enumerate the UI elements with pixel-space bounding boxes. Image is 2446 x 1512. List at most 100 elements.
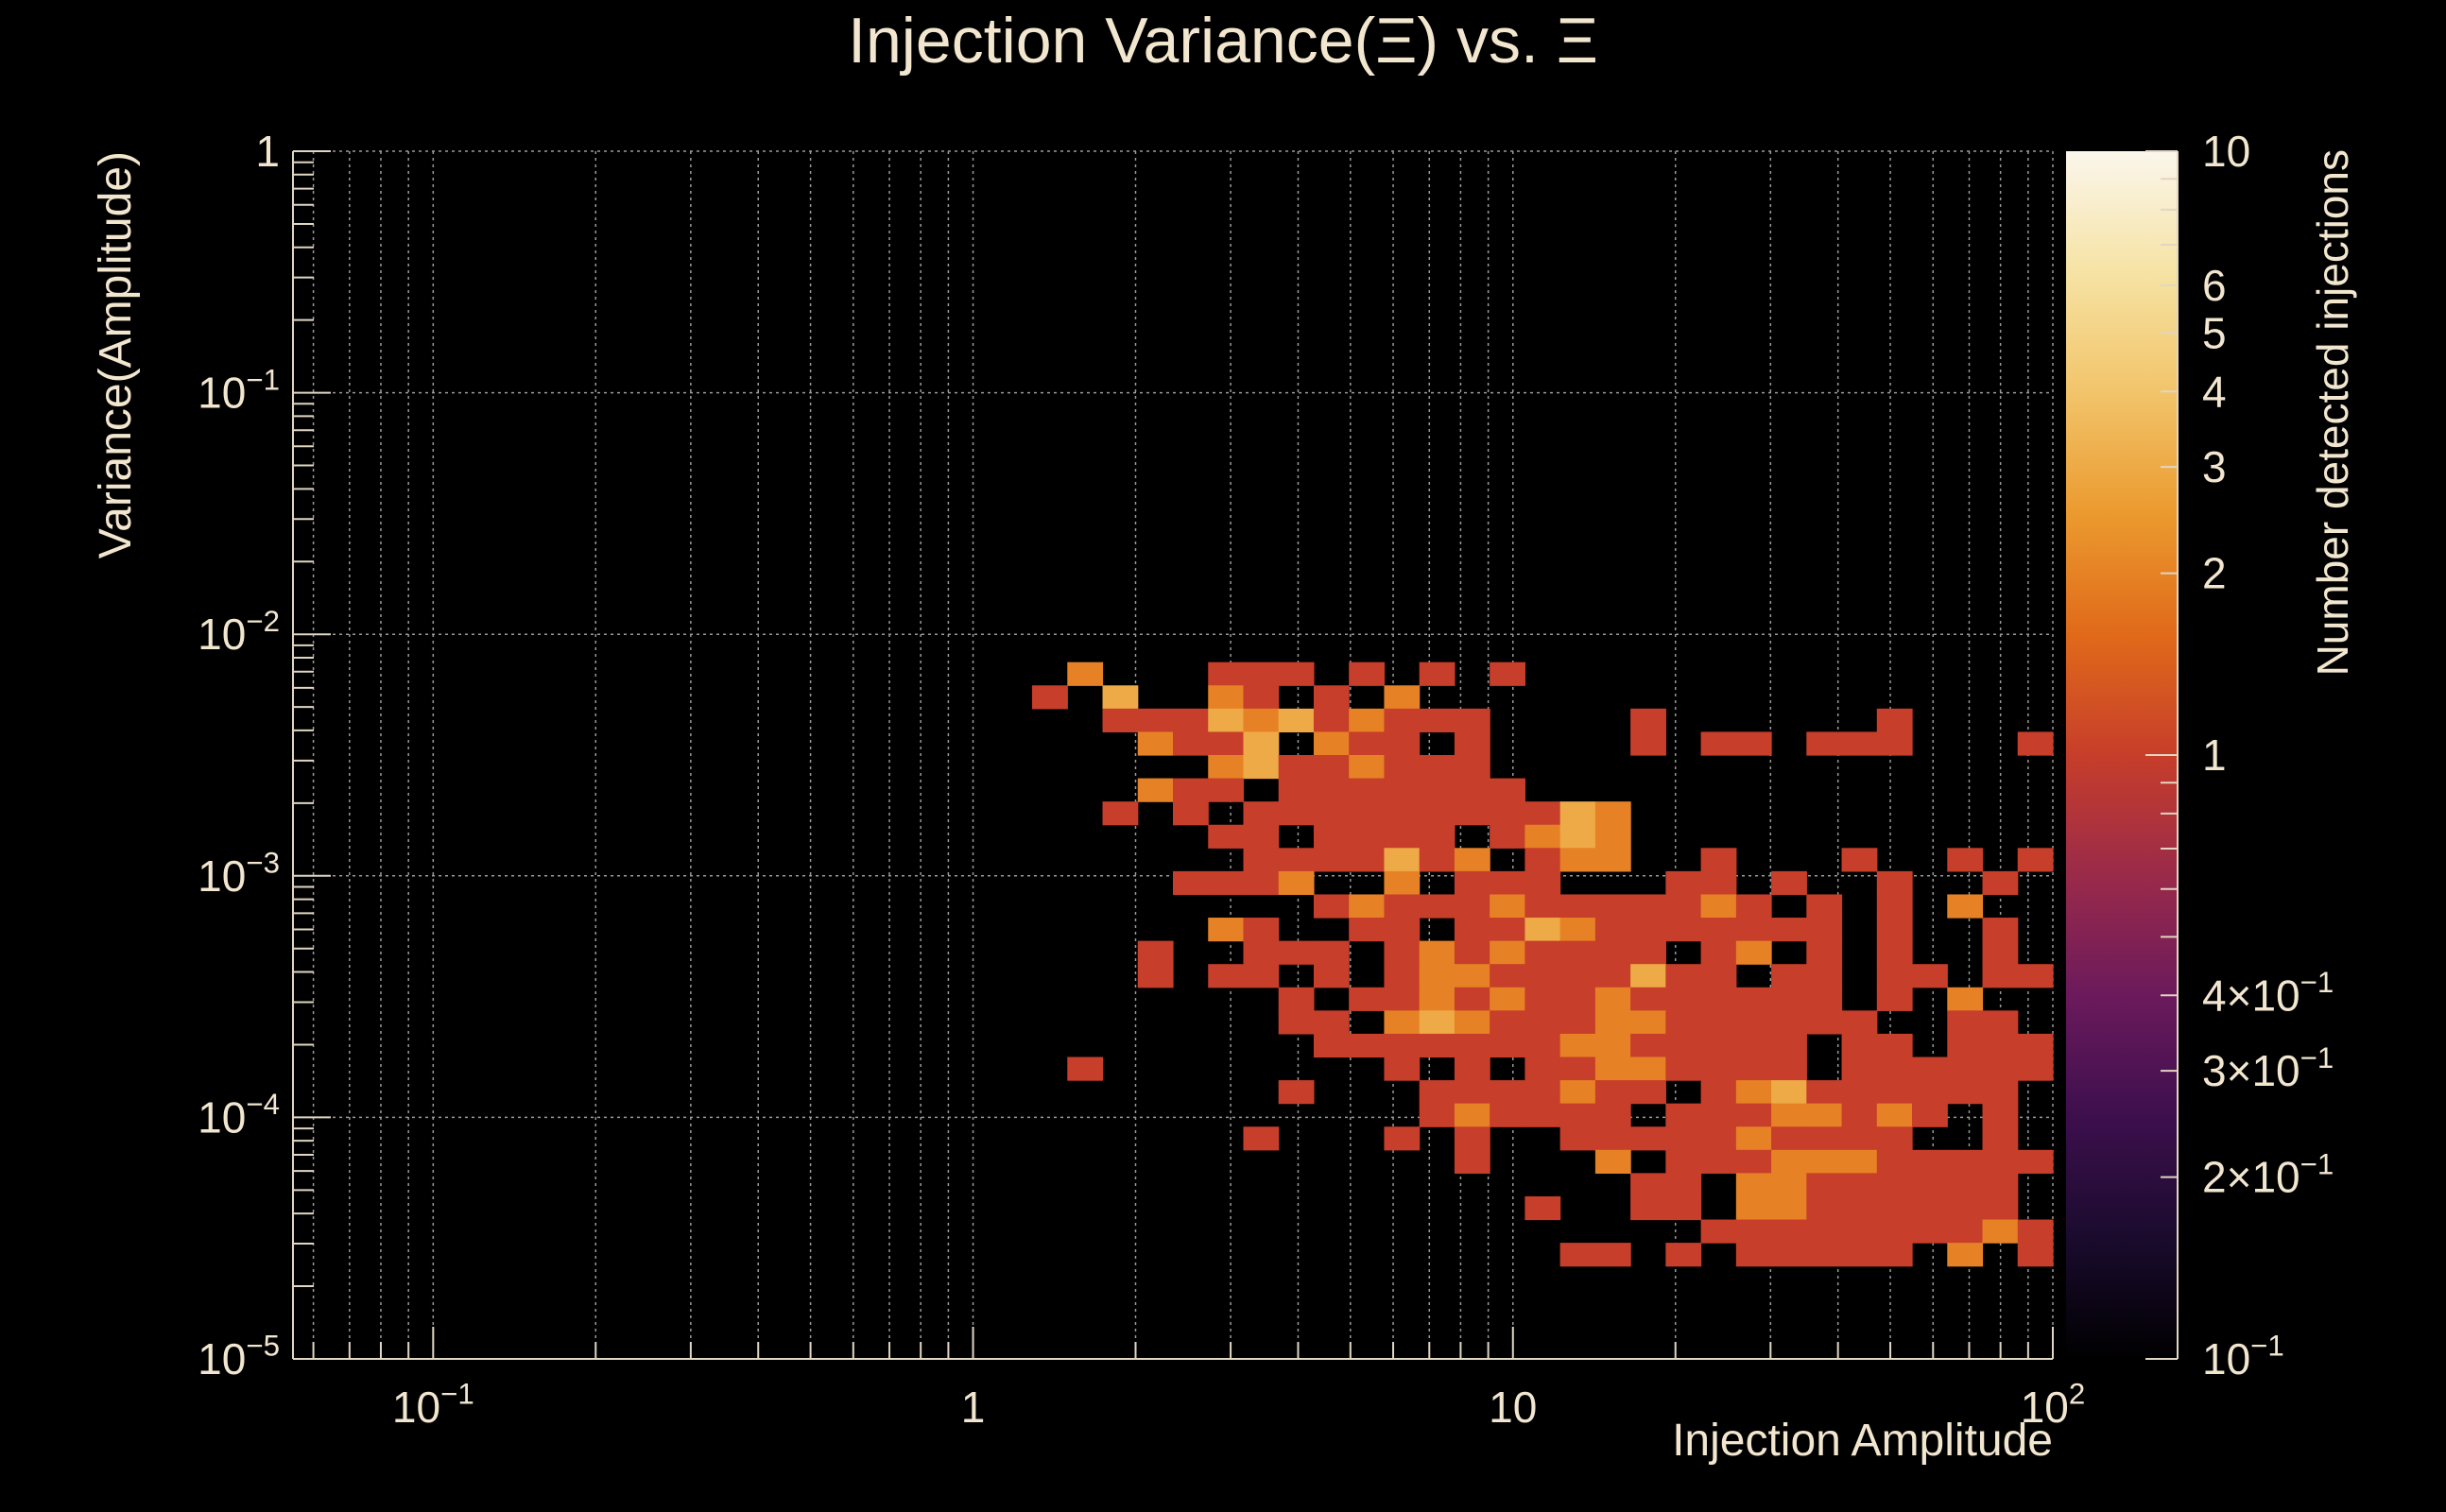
heatmap-cell — [1982, 1033, 2019, 1058]
heatmap-cell — [1173, 778, 1209, 802]
heatmap-cell — [1419, 964, 1456, 988]
heatmap-cell — [1700, 1219, 1737, 1244]
heatmap-cell — [1806, 1126, 1843, 1151]
heatmap-cell — [1208, 964, 1245, 988]
x-tick-label: 10 — [1489, 1383, 1537, 1432]
heatmap-cell — [1771, 1057, 1807, 1081]
heatmap-cell — [1771, 1149, 1807, 1174]
heatmap-cell — [1735, 940, 1772, 965]
heatmap-cell — [1806, 1195, 1843, 1221]
heatmap-cell — [1841, 1173, 1878, 1197]
heatmap-cell — [1278, 1010, 1315, 1035]
heatmap-cell — [1630, 964, 1666, 988]
heatmap-cell — [1524, 1010, 1561, 1035]
heatmap-cell — [1313, 708, 1350, 733]
heatmap-cell — [1806, 1173, 1843, 1197]
heatmap-cell — [1841, 1033, 1878, 1058]
colorbar-tick-label: 10−1 — [2202, 1330, 2284, 1383]
heatmap-cell — [1982, 1010, 2019, 1035]
heatmap-cell — [1665, 1195, 1702, 1221]
heatmap-cell — [1982, 1103, 2019, 1127]
colorbar-tick-label: 5 — [2202, 308, 2227, 357]
x-tick-label: 102 — [2021, 1378, 2086, 1432]
heatmap-cell — [2017, 1243, 2054, 1267]
heatmap-cell — [1419, 1033, 1456, 1058]
heatmap-cell — [1243, 940, 1280, 965]
heatmap-cell — [1947, 1173, 1984, 1197]
heatmap-cell — [1594, 1080, 1631, 1105]
heatmap-cell — [1947, 1195, 1984, 1221]
heatmap-cell — [1876, 1195, 1913, 1221]
heatmap-cell — [1771, 1033, 1807, 1058]
heatmap-cell — [1841, 1126, 1878, 1151]
heatmap-cell — [1700, 964, 1737, 988]
heatmap-cell — [1208, 870, 1245, 896]
heatmap-cell — [1841, 1243, 1878, 1267]
heatmap-cell — [1841, 1080, 1878, 1105]
heatmap-cell — [1982, 870, 2019, 896]
heatmap-cell — [1419, 940, 1456, 965]
heatmap-cell — [1876, 731, 1913, 756]
heatmap-cell — [1630, 1010, 1666, 1035]
y-tick-label: 10−2 — [198, 605, 280, 659]
heatmap-cell — [1700, 1126, 1737, 1151]
heatmap-cell — [1384, 708, 1421, 733]
heatmap-cell — [1349, 708, 1386, 733]
heatmap-cell — [1384, 755, 1421, 780]
heatmap-cell — [1665, 918, 1702, 942]
heatmap-cell — [1173, 731, 1209, 756]
heatmap-cell — [1419, 801, 1456, 826]
heatmap-cell — [1137, 731, 1174, 756]
heatmap-cell — [1243, 731, 1280, 756]
heatmap-cell — [1947, 894, 1984, 919]
heatmap-cell — [1806, 964, 1843, 988]
heatmap-cell — [1243, 964, 1280, 988]
heatmap-cell — [1524, 1033, 1561, 1058]
heatmap-cell — [1700, 1033, 1737, 1058]
heatmap-cell — [1559, 1080, 1596, 1105]
heatmap-cell — [1454, 848, 1490, 872]
heatmap-cell — [1278, 662, 1315, 686]
heatmap-cell — [1243, 1126, 1280, 1151]
heatmap-cell — [1947, 1149, 1984, 1174]
heatmap-cell — [1454, 1149, 1490, 1174]
heatmap-cell — [1771, 918, 1807, 942]
heatmap-cell — [1490, 824, 1525, 849]
heatmap-cell — [1243, 848, 1280, 872]
colorbar-tick-label: 4 — [2202, 367, 2227, 416]
heatmap-cell — [1559, 964, 1596, 988]
heatmap-cell — [1313, 964, 1350, 988]
heatmap-cell — [1876, 940, 1913, 965]
heatmap-cell — [1594, 801, 1631, 826]
heatmap-cell — [1876, 918, 1913, 942]
heatmap-cell — [1735, 731, 1772, 756]
heatmap-cell — [1771, 1103, 1807, 1127]
heatmap-cell — [1735, 1057, 1772, 1081]
heatmap-cell — [1524, 870, 1561, 896]
heatmap-cell — [1559, 801, 1596, 826]
heatmap-cell — [1490, 894, 1525, 919]
heatmap-cell — [1806, 918, 1843, 942]
heatmap-cell — [1313, 894, 1350, 919]
heatmap-cell — [1243, 918, 1280, 942]
heatmap-cell — [1841, 1103, 1878, 1127]
heatmap-cell — [1137, 940, 1174, 965]
heatmap-cell — [1208, 918, 1245, 942]
colorbar-tick-label: 2×10−1 — [2202, 1147, 2334, 1201]
heatmap-cell — [1771, 987, 1807, 1011]
heatmap-cell — [1735, 1033, 1772, 1058]
heatmap-cell — [1876, 1103, 1913, 1127]
heatmap-cell — [1771, 1219, 1807, 1244]
heatmap-cell — [1384, 824, 1421, 849]
heatmap-cell — [1630, 1195, 1666, 1221]
heatmap-cell — [1208, 755, 1245, 780]
colorbar-tick-label: 2 — [2202, 549, 2227, 598]
heatmap-cell — [1313, 801, 1350, 826]
heatmap-cell — [1313, 755, 1350, 780]
heatmap-cell — [1912, 1057, 1948, 1081]
heatmap-cell — [2017, 731, 2054, 756]
heatmap-cell — [1876, 1033, 1913, 1058]
heatmap-cell — [1912, 1219, 1948, 1244]
heatmap-cell — [1173, 801, 1209, 826]
heatmap-cell — [1384, 894, 1421, 919]
